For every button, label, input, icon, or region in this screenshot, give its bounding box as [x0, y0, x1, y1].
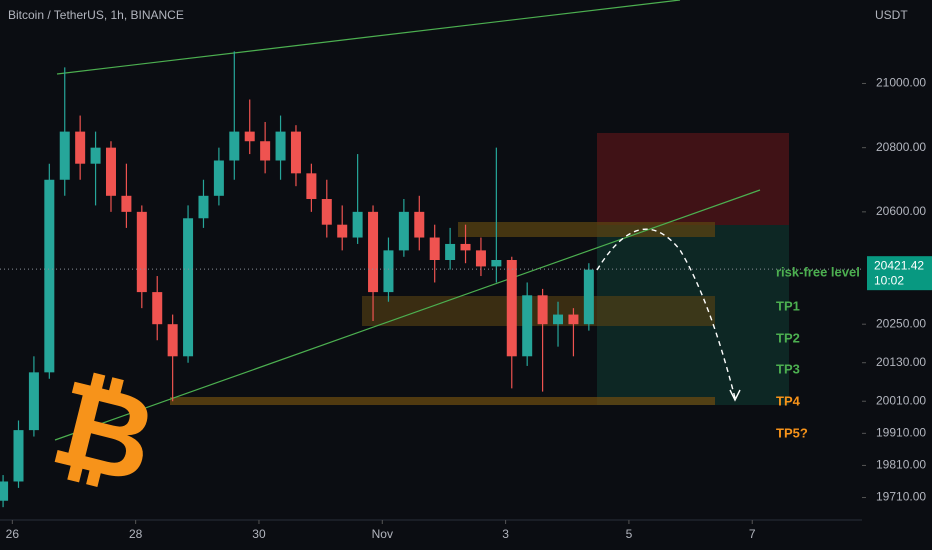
candle-body	[13, 430, 24, 482]
candle-body	[553, 314, 564, 325]
candle-body	[229, 131, 240, 161]
y-tick-label: 20800.00	[876, 140, 926, 154]
candle-body	[152, 292, 163, 325]
candle-body	[183, 218, 194, 357]
candle-body	[398, 211, 409, 251]
candle-body	[352, 211, 363, 238]
x-tick-label: 3	[502, 527, 509, 541]
candle-body	[121, 195, 132, 212]
candle-body	[59, 131, 70, 180]
price-tag	[867, 256, 932, 291]
support-zone	[170, 397, 715, 405]
projection-path	[596, 228, 736, 399]
candle-body	[136, 211, 147, 293]
candle-body	[568, 314, 579, 325]
candle-body	[383, 250, 394, 293]
y-tick-label: 19910.00	[876, 426, 926, 440]
candle-body	[321, 199, 332, 225]
candle-body	[460, 243, 471, 251]
candle-body	[167, 324, 178, 357]
price-tag-value: 20421.42	[874, 258, 924, 272]
candle-body	[44, 179, 55, 373]
candle-body	[290, 131, 301, 174]
candle-body	[198, 195, 209, 219]
candle-body	[491, 260, 502, 267]
x-tick-label: 7	[749, 527, 756, 541]
annotation: TP1	[776, 298, 800, 313]
candle-body	[75, 131, 86, 164]
y-tick-label: 19710.00	[876, 490, 926, 504]
projection-arrow	[729, 389, 741, 402]
x-tick-label: 5	[626, 527, 633, 541]
y-tick-label: 19810.00	[876, 458, 926, 472]
x-tick-label: 28	[129, 527, 143, 541]
y-tick-label: 20600.00	[876, 204, 926, 218]
candle-body	[506, 260, 517, 357]
annotation: TP4	[776, 393, 801, 408]
candle-body	[213, 160, 224, 196]
trend-line	[56, 0, 681, 75]
candles	[0, 51, 594, 508]
candle-body	[368, 211, 379, 293]
stop-zone	[597, 133, 789, 225]
candle-body	[537, 295, 548, 325]
candle-body	[522, 295, 533, 357]
candle-body	[429, 237, 440, 260]
x-tick-label: Nov	[372, 527, 393, 541]
candle-body	[28, 372, 39, 431]
candle-body	[105, 147, 116, 196]
candle-body	[275, 131, 286, 161]
candle-body	[583, 269, 594, 325]
y-tick-label: 20130.00	[876, 355, 926, 369]
candle-body	[244, 131, 255, 142]
candle-body	[260, 141, 271, 161]
price-tag-countdown: 10:02	[874, 273, 904, 287]
candle-body	[337, 224, 348, 238]
y-tick-label: 21000.00	[876, 76, 926, 90]
y-tick-label: 20010.00	[876, 393, 926, 407]
x-tick-label: 26	[6, 527, 20, 541]
candle-body	[445, 243, 456, 260]
axis-unit: USDT	[875, 8, 908, 22]
x-tick-label: 30	[252, 527, 266, 541]
annotation: risk-free level	[776, 264, 860, 279]
candle-body	[306, 173, 317, 200]
annotation: TP3	[776, 361, 800, 376]
candle-body	[414, 211, 425, 238]
supply-zone	[458, 222, 715, 237]
y-tick-label: 20250.00	[876, 316, 926, 330]
candle-body	[90, 147, 101, 164]
annotation: TP2	[776, 330, 800, 345]
candle-body	[0, 481, 9, 501]
annotation: TP5?	[776, 425, 808, 440]
chart-title: Bitcoin / TetherUS, 1h, BINANCE	[8, 8, 184, 22]
candle-body	[475, 250, 486, 267]
